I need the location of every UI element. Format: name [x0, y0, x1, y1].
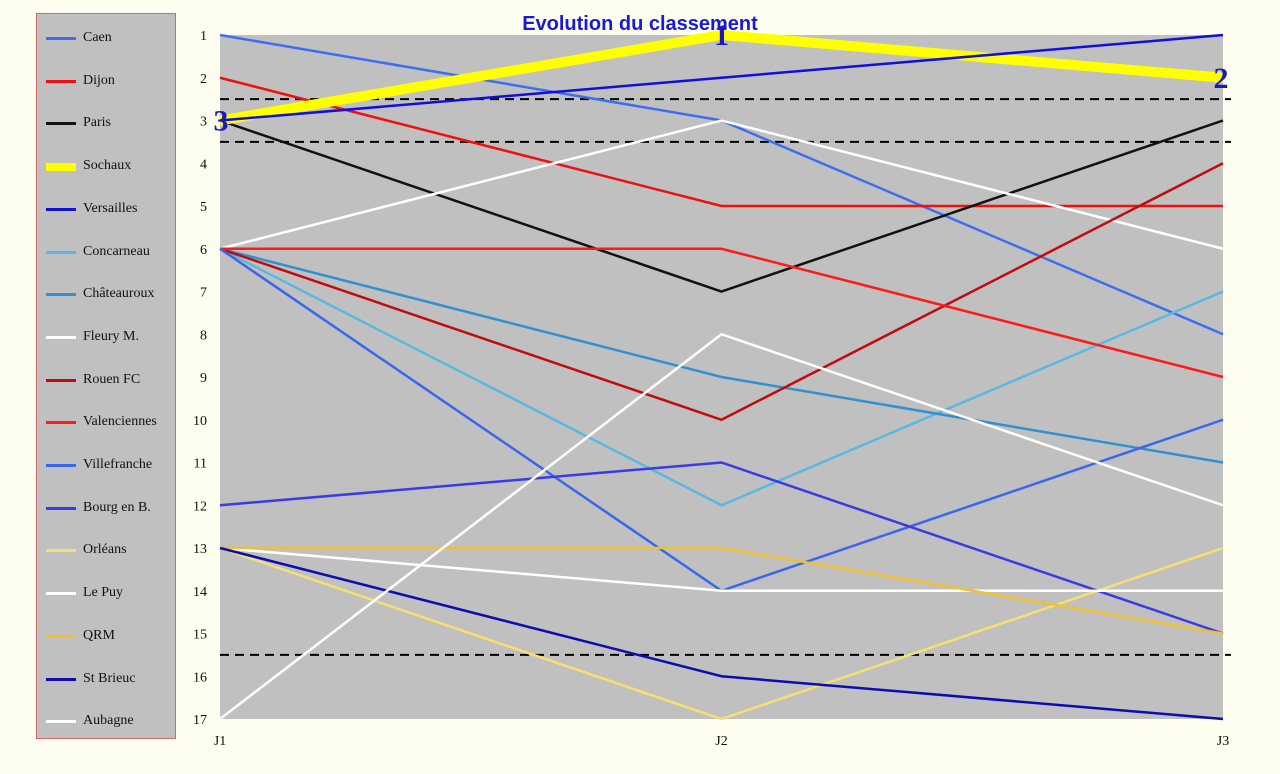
- legend-label: Sochaux: [83, 158, 132, 174]
- series-line-ch-teauroux: [219, 247, 1224, 464]
- cutoff-lines: [220, 98, 1231, 656]
- legend-item: Dijon: [37, 71, 177, 91]
- legend-label: Bourg en B.: [83, 499, 151, 515]
- y-tick-label: 12: [193, 499, 207, 514]
- x-tick-label: J2: [715, 734, 727, 749]
- y-tick-label: 5: [200, 200, 207, 215]
- legend-item: Paris: [37, 113, 177, 133]
- legend-item: Valenciennes: [37, 412, 177, 432]
- legend-label: Villefranche: [83, 457, 153, 472]
- legend-item: Concarneau: [37, 242, 177, 262]
- legend-item: QRM: [37, 626, 177, 646]
- y-tick-label: 15: [193, 628, 207, 643]
- legend-label: Concarneau: [83, 243, 150, 259]
- y-tick-label: 3: [200, 115, 207, 130]
- chart-legend: Caen Dijon Paris Sochaux Versailles Concarnea…: [36, 13, 176, 739]
- series-line-sochaux: [219, 29, 1224, 126]
- y-tick-label: 14: [193, 585, 207, 600]
- legend-label: Fleury M.: [83, 328, 139, 344]
- highlight-label: 2: [1214, 62, 1229, 95]
- y-tick-label: 7: [200, 286, 207, 301]
- y-tick-label: 4: [200, 157, 207, 172]
- x-tick-label: J1: [214, 734, 226, 749]
- y-tick-label: 6: [200, 243, 207, 258]
- series-line-aubagne: [219, 332, 1224, 720]
- legend-label: Rouen FC: [83, 371, 141, 387]
- legend-swatch: [46, 720, 76, 724]
- highlight-markers: 3 1 2: [214, 19, 1229, 138]
- legend-label: St Brieuc: [83, 670, 136, 686]
- series-line-valenciennes: [220, 247, 1224, 379]
- legend-swatch: [46, 421, 76, 425]
- legend-item: Fleury M.: [37, 327, 177, 347]
- legend-item: Orléans: [37, 540, 177, 560]
- legend-swatch: [46, 592, 76, 596]
- legend-swatch: [46, 677, 76, 681]
- y-tick-label: 10: [193, 414, 207, 429]
- legend-item: Châteauroux: [37, 284, 177, 304]
- y-tick-label: 17: [193, 713, 207, 728]
- legend-swatch: [46, 506, 76, 510]
- legend-label: Caen: [83, 30, 112, 45]
- legend-item: Villefranche: [37, 455, 177, 475]
- legend-item: Caen: [37, 28, 177, 48]
- legend-item: Rouen FC: [37, 370, 177, 390]
- y-tick-label: 8: [200, 328, 207, 343]
- series-layer: [219, 29, 1224, 721]
- legend-swatch: [46, 122, 76, 126]
- legend-label: Versailles: [83, 200, 138, 216]
- legend-swatch: [46, 250, 76, 254]
- y-tick-label: 16: [193, 670, 207, 685]
- legend-label: QRM: [83, 627, 115, 643]
- legend-label: Valenciennes: [83, 414, 157, 430]
- y-tick-label: 9: [200, 371, 207, 386]
- series-line-bourg-en-b-: [219, 461, 1224, 635]
- legend-swatch: [46, 37, 76, 40]
- legend-item: St Brieuc: [37, 669, 177, 689]
- chart-title: Evolution du classement: [522, 13, 758, 35]
- legend-label: Aubagne: [83, 713, 134, 729]
- legend-swatch: [46, 634, 76, 638]
- y-tick-label: 1: [200, 29, 207, 44]
- series-line-paris: [219, 119, 1224, 293]
- legend-item: Le Puy: [37, 583, 177, 603]
- series-line-rouen-fc: [219, 162, 1224, 422]
- series-line-le-puy: [219, 546, 1223, 592]
- legend-swatch: [46, 293, 76, 297]
- legend-label: Le Puy: [83, 585, 124, 601]
- legend-item: Aubagne: [37, 711, 177, 731]
- highlight-label: 1: [714, 19, 729, 52]
- legend-label: Dijon: [83, 72, 115, 88]
- y-tick-label: 11: [194, 457, 207, 472]
- y-tick-label: 13: [193, 542, 207, 557]
- highlight-label: 3: [214, 105, 229, 138]
- series-line-fleury-m-: [219, 119, 1224, 250]
- series-line-versailles: [219, 33, 1224, 122]
- legend-swatch: [46, 549, 76, 553]
- legend-label: Paris: [83, 115, 111, 131]
- legend-swatch: [46, 378, 76, 382]
- legend-item: Bourg en B.: [37, 498, 177, 518]
- series-line-qrm: [220, 546, 1224, 635]
- legend-swatch: [46, 163, 76, 172]
- legend-item: Versailles: [37, 199, 177, 219]
- legend-label: Châteauroux: [83, 286, 155, 302]
- legend-swatch: [46, 335, 76, 339]
- x-tick-label: J3: [1217, 734, 1229, 749]
- legend-swatch: [46, 207, 76, 211]
- legend-label: Orléans: [83, 542, 127, 558]
- legend-item: Sochaux: [37, 156, 177, 176]
- series-line-concarneau: [219, 247, 1224, 507]
- y-tick-label: 2: [200, 72, 207, 87]
- legend-swatch: [46, 464, 76, 467]
- legend-swatch: [46, 79, 76, 83]
